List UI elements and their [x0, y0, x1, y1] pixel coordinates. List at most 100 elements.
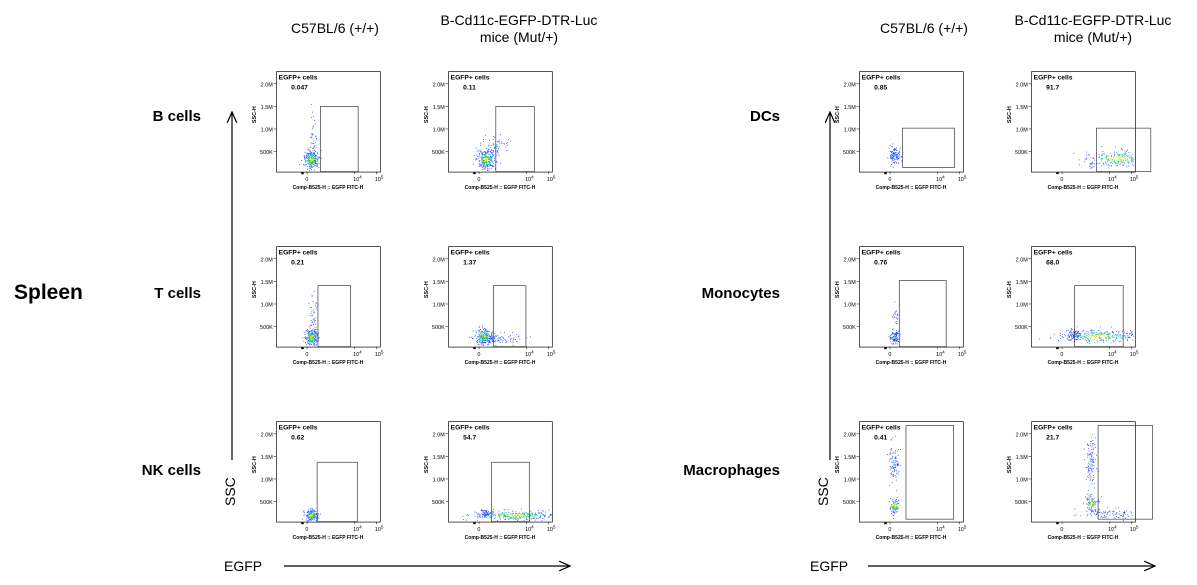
event-dot	[894, 334, 896, 336]
event-dot	[894, 154, 896, 156]
event-dot	[1107, 339, 1109, 341]
event-dot	[1115, 162, 1117, 164]
event-dot	[1088, 339, 1090, 341]
event-dot	[485, 155, 487, 157]
event-dot	[1084, 335, 1086, 337]
event-dot	[1109, 511, 1111, 513]
y-tick-label: 1.0M	[1016, 477, 1029, 483]
event-dot	[509, 516, 511, 518]
event-dot	[507, 508, 509, 510]
event-dot	[306, 515, 308, 517]
event-dot	[1103, 333, 1104, 335]
event-dot	[478, 160, 480, 162]
event-dot	[1090, 163, 1092, 165]
event-dot	[485, 156, 487, 158]
event-dot	[489, 516, 491, 518]
event-dot	[1122, 155, 1124, 157]
event-dot	[309, 511, 311, 513]
event-dot	[1101, 335, 1103, 337]
event-dot	[894, 336, 896, 337]
event-dot	[1099, 334, 1101, 336]
event-dot	[896, 155, 897, 157]
event-dot	[1087, 342, 1089, 344]
event-dot	[317, 151, 318, 153]
event-dot	[1101, 513, 1103, 514]
event-dot	[307, 155, 309, 157]
event-dot	[1106, 334, 1108, 336]
event-dot	[305, 161, 307, 163]
event-dot	[307, 511, 309, 513]
event-dot	[1091, 329, 1093, 331]
event-dot	[499, 513, 501, 514]
event-dot	[515, 514, 517, 516]
event-dot	[503, 338, 505, 339]
event-dot	[1112, 340, 1114, 341]
event-dot	[896, 323, 898, 324]
event-dot	[482, 514, 484, 516]
event-dot	[486, 331, 488, 333]
event-dot	[506, 515, 508, 517]
event-dot	[485, 337, 487, 339]
event-dot	[1061, 336, 1063, 338]
event-dot	[525, 511, 527, 513]
event-dot	[480, 142, 482, 144]
event-dot	[509, 141, 511, 142]
event-dot	[899, 154, 900, 156]
event-dot	[1092, 331, 1094, 333]
event-dot	[492, 508, 494, 510]
event-dot	[315, 164, 317, 166]
event-dot	[1074, 336, 1076, 338]
event-dot	[312, 517, 314, 519]
event-dot	[1099, 333, 1101, 335]
event-dot	[1092, 504, 1094, 506]
event-dot	[1124, 150, 1126, 152]
event-dot	[482, 337, 484, 339]
event-dot	[1106, 337, 1108, 339]
event-dot	[1101, 333, 1103, 335]
event-dot	[305, 336, 307, 338]
event-dot	[480, 156, 482, 158]
event-dot	[307, 332, 309, 334]
event-dot	[539, 517, 541, 519]
event-dot	[493, 340, 495, 342]
event-dot	[523, 512, 525, 514]
event-dot	[487, 343, 489, 345]
event-dot	[1119, 335, 1121, 337]
event-dot	[318, 332, 319, 334]
event-dot	[889, 454, 891, 456]
event-dot	[320, 150, 322, 151]
event-dot	[1092, 505, 1093, 506]
event-dot	[891, 458, 893, 459]
event-dot	[304, 334, 306, 336]
event-dot	[492, 512, 494, 514]
event-dot	[312, 154, 314, 156]
event-dot	[482, 154, 484, 156]
event-dot	[478, 343, 480, 345]
event-dot	[1121, 154, 1123, 156]
event-dot	[508, 511, 510, 513]
event-dot	[899, 150, 900, 152]
event-dot	[550, 514, 551, 516]
event-dot	[542, 510, 544, 512]
event-dot	[1077, 335, 1078, 337]
event-dot	[504, 519, 506, 520]
event-dot	[897, 313, 898, 315]
x-tick-label: 105	[958, 524, 967, 533]
event-dot	[305, 337, 307, 339]
event-dot	[892, 451, 894, 453]
event-dot	[522, 516, 524, 518]
event-dot	[1117, 158, 1119, 159]
event-dot	[891, 481, 893, 483]
event-dot	[892, 158, 894, 160]
event-dot	[897, 314, 899, 316]
event-dot	[312, 337, 314, 339]
event-dot	[1116, 513, 1118, 515]
event-dot	[482, 154, 483, 155]
event-dot	[1100, 337, 1102, 339]
event-dot	[478, 160, 480, 162]
event-dot	[309, 166, 311, 168]
event-dot	[314, 160, 316, 162]
y-tick-label: 1.0M	[433, 302, 446, 308]
egfp-gate	[1074, 285, 1124, 347]
event-dot	[466, 514, 468, 516]
